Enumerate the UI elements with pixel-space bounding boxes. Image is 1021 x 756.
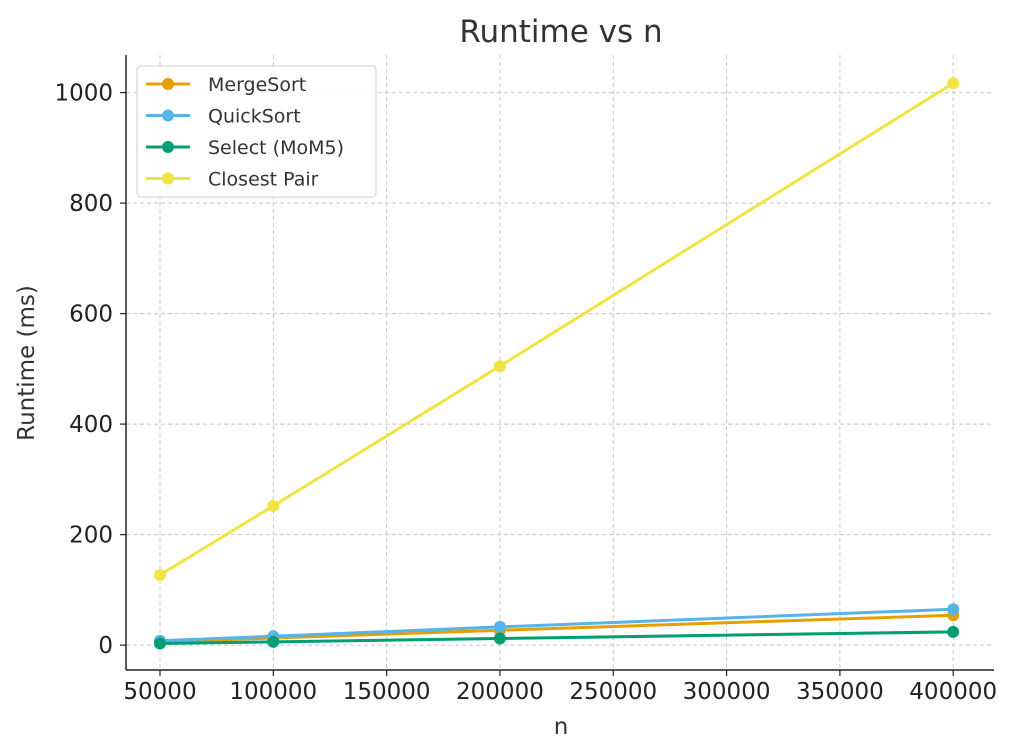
series-closest-pair xyxy=(153,77,960,581)
x-tick-label: 250000 xyxy=(569,679,657,705)
legend-label: MergeSort xyxy=(208,74,306,96)
legend-swatch-marker xyxy=(162,172,174,185)
legend-swatch-marker xyxy=(162,141,174,153)
y-tick-label: 800 xyxy=(69,191,113,217)
legend: MergeSort QuickSort Select (MoM5) Closest P… xyxy=(136,65,377,198)
grid-lines xyxy=(126,55,994,670)
series-line xyxy=(159,630,954,645)
y-axis-ticks: 0 200 400 600 800 1000 xyxy=(54,81,126,659)
y-tick-label: 200 xyxy=(69,523,113,549)
x-tick-label: 100000 xyxy=(229,679,317,705)
legend-swatch-marker xyxy=(162,78,174,90)
data-point xyxy=(267,499,280,512)
series-line xyxy=(159,607,954,643)
data-point xyxy=(947,603,960,616)
legend-item: Select (MoM5) xyxy=(146,137,344,159)
series-line xyxy=(159,81,955,577)
x-tick-label: 50000 xyxy=(123,679,196,705)
data-point xyxy=(267,635,280,648)
data-point xyxy=(153,568,166,581)
x-tick-label: 200000 xyxy=(456,679,544,705)
data-point xyxy=(493,632,506,645)
x-tick-label: 350000 xyxy=(796,679,884,705)
legend-item: QuickSort xyxy=(146,106,301,128)
series-select-mom5 xyxy=(153,625,960,650)
x-axis-label: n xyxy=(554,714,569,740)
x-tick-label: 150000 xyxy=(343,679,431,705)
y-tick-label: 600 xyxy=(69,302,113,328)
series-layer xyxy=(153,77,960,650)
legend-label: Select (MoM5) xyxy=(208,137,344,159)
x-tick-label: 400000 xyxy=(909,679,997,705)
x-tick-label: 300000 xyxy=(683,679,771,705)
y-axis-label: Runtime (ms) xyxy=(14,285,40,441)
y-tick-label: 1000 xyxy=(54,81,113,107)
legend-label: QuickSort xyxy=(208,106,301,128)
legend-item: MergeSort xyxy=(146,74,306,96)
y-tick-label: 400 xyxy=(69,412,113,438)
x-axis-ticks: 50000 100000 150000 200000 250000 300000 35000… xyxy=(123,670,997,705)
axes xyxy=(125,55,994,671)
data-point xyxy=(493,360,506,373)
y-tick-label: 0 xyxy=(98,633,113,659)
data-point xyxy=(153,637,166,650)
data-point xyxy=(947,625,960,638)
data-point xyxy=(493,620,506,633)
legend-item: Closest Pair xyxy=(146,169,319,191)
legend-frame xyxy=(136,65,377,198)
data-point xyxy=(947,77,960,90)
chart-title: Runtime vs n xyxy=(459,14,662,50)
legend-swatch-marker xyxy=(162,109,174,122)
legend-label: Closest Pair xyxy=(208,169,319,191)
